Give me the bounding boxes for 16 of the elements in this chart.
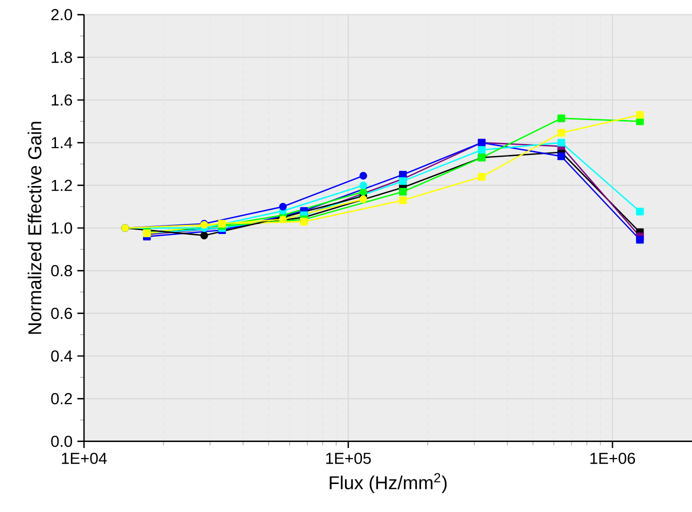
x-tick-label: 1E+05	[326, 452, 371, 464]
y-tick-label: 0.6	[51, 308, 72, 319]
y-axis-title: Normalized Effective Gain	[28, 122, 42, 334]
x-axis-title: Flux (Hz/mm$^{2}$)	[330, 473, 447, 493]
y-tick-label: 2.0	[51, 9, 72, 20]
y-tick-label: 1.4	[52, 137, 72, 148]
x-tick-label: 1E+06	[590, 452, 636, 464]
y-tick-label: 1.6	[52, 94, 72, 106]
y-tick-label: 1.2	[52, 180, 72, 191]
y-tick-label: 0.4	[51, 350, 72, 362]
y-tick-label: 0.0	[51, 436, 72, 447]
y-tick-label: 0.8	[51, 265, 72, 276]
x-tick-label: 1E+04	[62, 452, 107, 464]
y-tick-label: 1.8	[52, 52, 72, 63]
y-tick-label: 0.2	[51, 393, 72, 404]
y-tick-label: 1.0	[52, 222, 72, 234]
